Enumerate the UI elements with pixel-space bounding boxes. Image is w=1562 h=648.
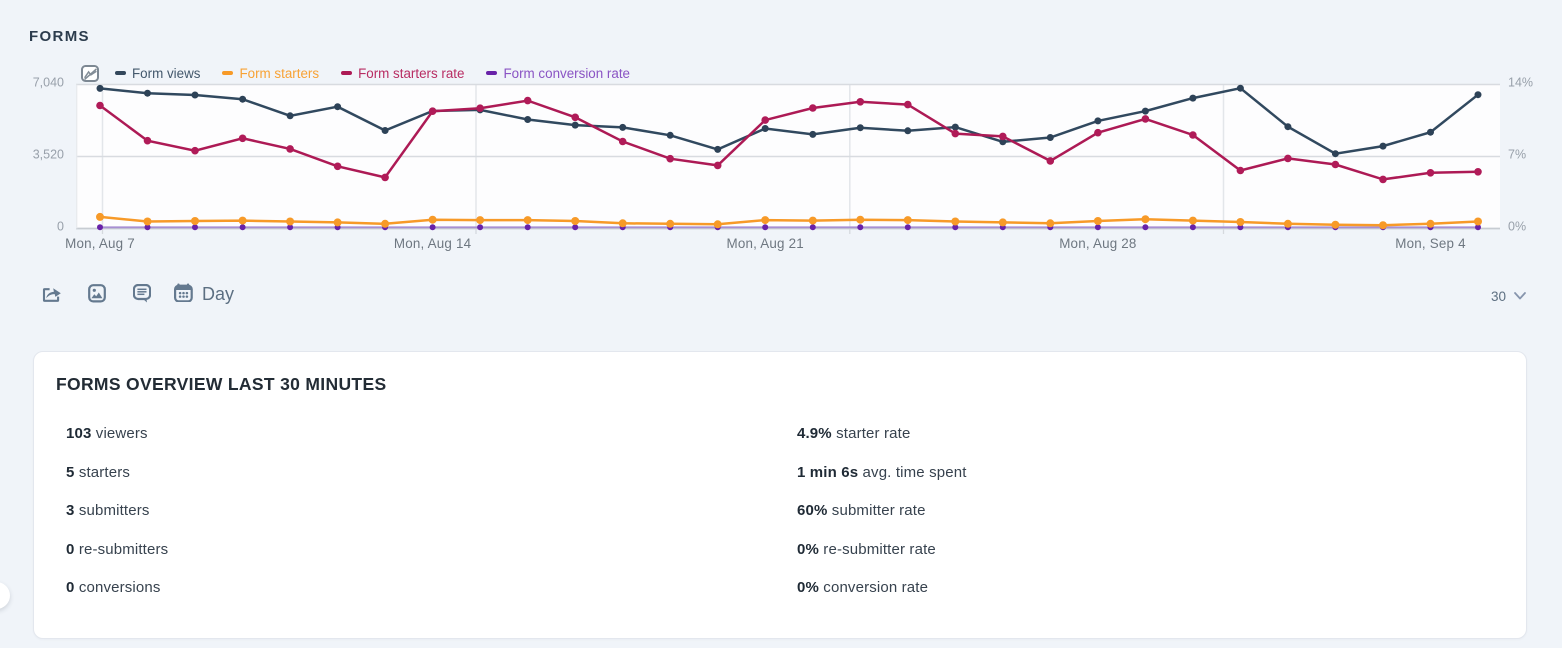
svg-text:14%: 14% (1508, 76, 1533, 90)
svg-text:0%: 0% (1508, 220, 1526, 234)
svg-text:7,040: 7,040 (33, 76, 64, 90)
svg-text:Mon, Aug 21: Mon, Aug 21 (726, 236, 803, 251)
svg-text:Mon, Aug 14: Mon, Aug 14 (394, 236, 472, 251)
svg-text:Mon, Aug 28: Mon, Aug 28 (1059, 236, 1136, 251)
svg-text:7%: 7% (1508, 148, 1526, 162)
svg-text:Mon, Aug 7: Mon, Aug 7 (65, 236, 135, 251)
svg-text:3,520: 3,520 (33, 148, 64, 162)
svg-text:Mon, Sep 4: Mon, Sep 4 (1395, 236, 1466, 251)
svg-text:0: 0 (57, 220, 64, 234)
